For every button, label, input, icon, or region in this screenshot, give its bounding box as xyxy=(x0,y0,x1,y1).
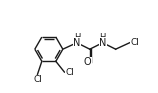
Text: N: N xyxy=(73,38,81,48)
Text: Cl: Cl xyxy=(66,68,74,77)
Text: Cl: Cl xyxy=(131,38,140,47)
Text: O: O xyxy=(84,57,91,67)
Text: H: H xyxy=(74,33,80,42)
Text: H: H xyxy=(100,33,106,42)
Text: Cl: Cl xyxy=(33,75,42,84)
Text: N: N xyxy=(99,38,106,48)
